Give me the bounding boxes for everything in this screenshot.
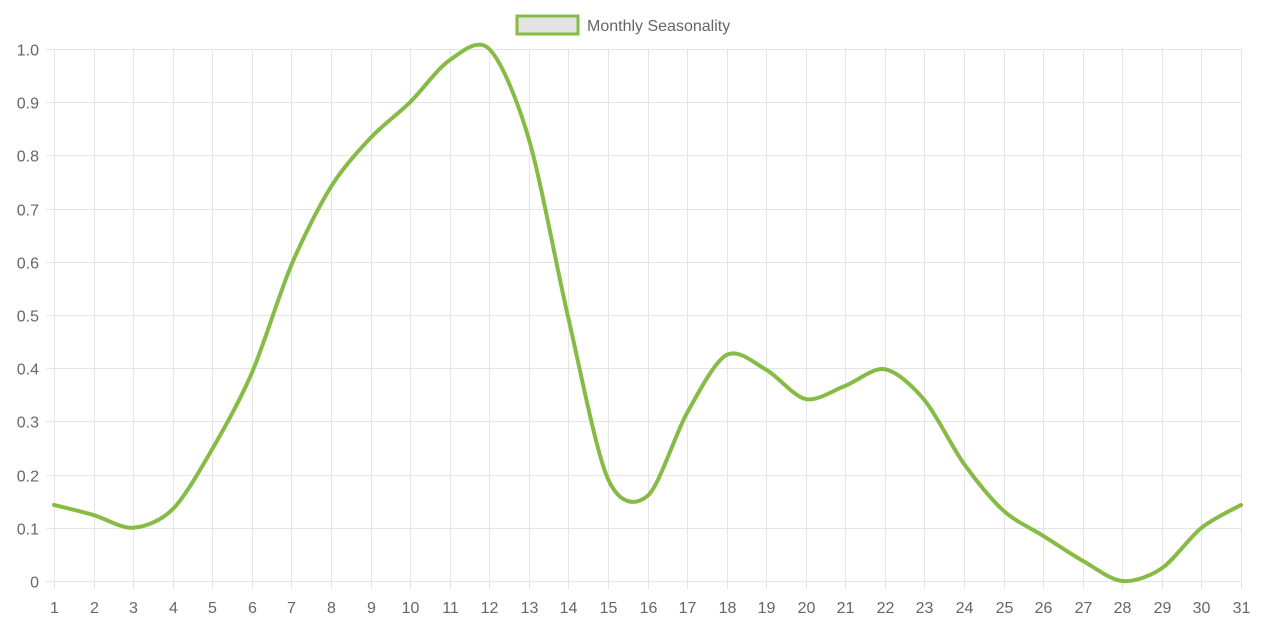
- x-tick-label: 21: [837, 600, 855, 617]
- grid-lines: [46, 49, 1242, 589]
- x-tick-label: 20: [798, 600, 816, 617]
- x-tick-label: 23: [916, 600, 934, 617]
- x-tick-label: 22: [877, 600, 895, 617]
- y-tick-label: 0.1: [17, 522, 39, 539]
- y-axis-tick-labels: 0 0.1 0.2 0.3 0.4 0.5 0.6 0.7 0.8 0.9 1.0: [17, 43, 39, 592]
- chart-legend[interactable]: Monthly Seasonality: [515, 14, 730, 36]
- y-tick-label: 0.9: [17, 96, 39, 113]
- x-tick-label: 19: [758, 600, 776, 617]
- x-tick-label: 7: [287, 600, 296, 617]
- x-tick-label: 6: [248, 600, 257, 617]
- x-axis-tick-labels: 1 2 3 4 5 6 7 8 9 10 11 12 13 14 15 16 17 18 19 20 21 22 23 24 2…: [50, 600, 1250, 617]
- x-tick-label: 30: [1193, 600, 1211, 617]
- x-tick-label: 18: [719, 600, 737, 617]
- x-tick-label: 15: [600, 600, 618, 617]
- x-tick-label: 28: [1114, 600, 1132, 617]
- y-tick-label: 0: [30, 575, 39, 592]
- series-layer: [52, 42, 1243, 584]
- series-line-monthly-seasonality[interactable]: [52, 42, 1243, 584]
- x-tick-label: 13: [521, 600, 539, 617]
- legend-swatch-icon: [515, 14, 580, 36]
- y-tick-label: 0.2: [17, 469, 39, 486]
- x-tick-label: 26: [1035, 600, 1053, 617]
- y-tick-label: 0.3: [17, 415, 39, 432]
- x-tick-label: 5: [208, 600, 217, 617]
- x-tick-label: 3: [129, 600, 138, 617]
- x-tick-label: 2: [90, 600, 99, 617]
- x-tick-label: 4: [169, 600, 178, 617]
- x-tick-label: 8: [327, 600, 336, 617]
- x-tick-label: 17: [679, 600, 697, 617]
- x-tick-label: 16: [640, 600, 658, 617]
- y-tick-label: 0.7: [17, 203, 39, 220]
- y-tick-label: 0.8: [17, 149, 39, 166]
- x-tick-label: 29: [1154, 600, 1172, 617]
- legend-label: Monthly Seasonality: [587, 18, 730, 35]
- x-tick-label: 24: [956, 600, 974, 617]
- x-tick-label: 14: [560, 600, 578, 617]
- x-tick-label: 9: [367, 600, 376, 617]
- x-tick-label: 27: [1075, 600, 1093, 617]
- x-tick-label: 25: [996, 600, 1014, 617]
- x-tick-label: 31: [1233, 600, 1251, 617]
- x-tick-label: 1: [50, 600, 59, 617]
- y-tick-label: 0.4: [17, 362, 39, 379]
- y-tick-label: 0.5: [17, 309, 39, 326]
- x-tick-label: 12: [481, 600, 499, 617]
- y-tick-label: 1.0: [17, 43, 39, 60]
- y-tick-label: 0.6: [17, 256, 39, 273]
- x-tick-label: 11: [442, 600, 459, 617]
- x-tick-label: 10: [402, 600, 420, 617]
